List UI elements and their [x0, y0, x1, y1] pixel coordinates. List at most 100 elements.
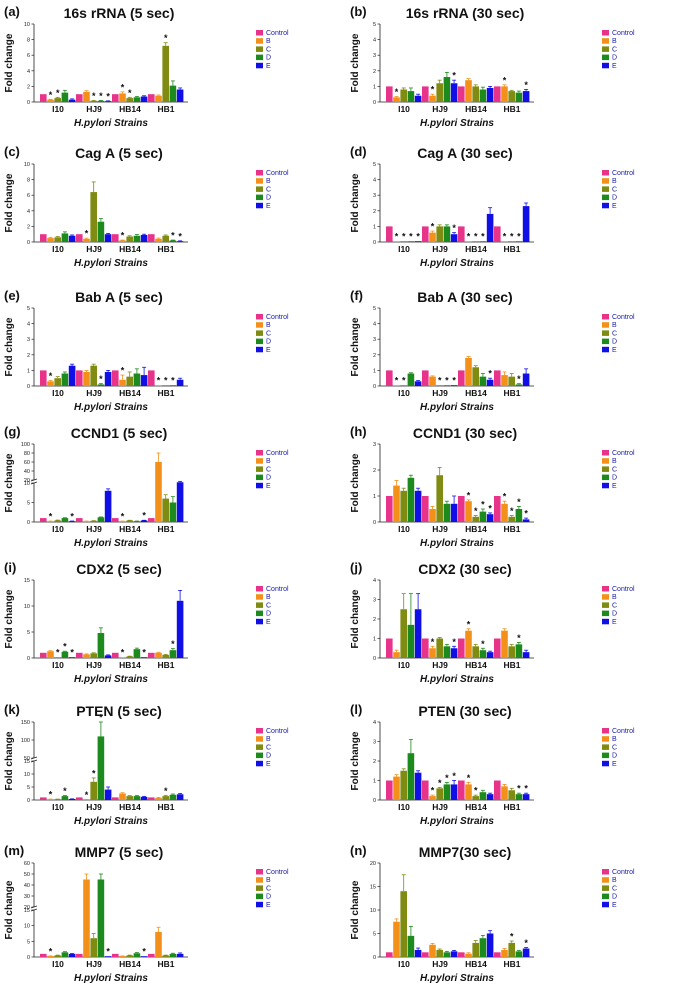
- bar-HB14-E: [140, 96, 148, 102]
- x-category-label: HB14: [119, 802, 141, 812]
- y-tick-label: 1: [373, 637, 376, 643]
- bar-HB1-C: [508, 790, 515, 800]
- x-category-label: HB1: [503, 524, 520, 534]
- bar-HB1-B: [155, 652, 162, 658]
- bar-HJ9-C: [436, 949, 443, 957]
- bar-HB14-B: [119, 657, 126, 658]
- bar-HB14-E: [140, 657, 148, 658]
- y-tick-label: 100: [21, 738, 30, 744]
- x-axis-title: H.pylori Strains: [420, 973, 494, 984]
- bar-HB1-Control: [148, 652, 155, 658]
- bar-I10-E: [68, 953, 76, 957]
- bar-I10-D: [61, 796, 69, 800]
- legend-entry: E: [266, 203, 271, 210]
- x-category-label: HJ9: [86, 244, 102, 254]
- chart-panel-j: (j) CDX2 (30 sec) Fold change H.pylori Stra…: [350, 560, 635, 685]
- y-tick-label: 30: [24, 894, 30, 900]
- significance-star: *: [99, 713, 103, 723]
- bar-HB14-D: [479, 89, 487, 102]
- y-axis-title: Fold change: [4, 173, 15, 232]
- chart-panel-n: (n) MMP7(30 sec) Fold change H.pylori Strai…: [350, 843, 635, 984]
- x-category-label: HB14: [465, 388, 487, 398]
- significance-star: *: [171, 376, 175, 386]
- significance-star: *: [106, 91, 110, 101]
- legend-entry: E: [266, 63, 271, 70]
- bar-HJ9-Control: [422, 496, 429, 522]
- x-category-label: HB1: [157, 388, 174, 398]
- legend-swatch-B: [602, 458, 609, 464]
- legend-swatch-C: [602, 602, 609, 608]
- bar-HB1-E: [176, 600, 184, 658]
- bar-I10-B: [47, 799, 54, 800]
- bar-HJ9-B: [83, 238, 90, 242]
- bar-I10-E: [68, 99, 76, 102]
- legend-entry: E: [612, 619, 617, 626]
- y-tick-label: 0: [27, 955, 30, 961]
- y-tick-label: 3: [373, 740, 376, 746]
- bar-HB14-Control: [112, 953, 119, 957]
- legend-swatch-Control: [256, 869, 263, 875]
- x-axis-title: H.pylori Strains: [74, 816, 148, 827]
- legend-swatch-C: [602, 885, 609, 891]
- legend-entry: C: [612, 330, 617, 337]
- x-category-label: HB1: [157, 104, 174, 114]
- bar-HJ9-C: [90, 781, 97, 800]
- bar-HB1-E: [176, 241, 184, 242]
- legend-swatch-C: [602, 186, 609, 192]
- legend-entry: D: [266, 339, 271, 346]
- legend-entry: D: [266, 894, 271, 901]
- bar-I10-Control: [386, 226, 393, 242]
- legend-entry: Control: [612, 586, 635, 593]
- x-axis-title: H.pylori Strains: [420, 258, 494, 269]
- chart-panel-g: (g) CCND1 (5 sec) Fold change H.pylori Stra…: [4, 424, 289, 549]
- legend-entry: C: [266, 885, 271, 892]
- legend-entry: E: [612, 63, 617, 70]
- x-category-label: HB1: [157, 524, 174, 534]
- legend-entry: B: [612, 178, 617, 185]
- bar-HB1-E: [176, 482, 184, 522]
- y-axis-title: Fold change: [350, 589, 361, 648]
- bar-HJ9-B: [429, 509, 436, 522]
- bar-HJ9-E: [104, 371, 112, 386]
- bar-HB1-E: [522, 794, 530, 800]
- legend-entry: C: [612, 885, 617, 892]
- legend-swatch-D: [256, 893, 263, 900]
- legend-entry: C: [612, 602, 617, 609]
- bar-HB1-D: [515, 384, 523, 386]
- legend-entry: D: [612, 611, 617, 618]
- significance-star: *: [85, 790, 89, 800]
- bar-I10-B: [393, 921, 400, 957]
- bar-HB14-C: [126, 796, 133, 800]
- legend-entry: Control: [266, 728, 289, 735]
- bar-HJ9-E: [104, 789, 112, 800]
- bar-HB14-D: [479, 938, 487, 957]
- y-tick-label: 0: [373, 520, 376, 526]
- legend-entry: C: [266, 466, 271, 473]
- significance-star: *: [474, 506, 478, 516]
- x-category-label: HB14: [465, 802, 487, 812]
- bar-I10-D: [61, 651, 69, 658]
- bar-I10-C: [400, 609, 407, 658]
- bar-HB14-C: [126, 955, 133, 957]
- significance-star: *: [49, 946, 53, 956]
- bar-HJ9-Control: [422, 638, 429, 658]
- bar-HB1-B: [501, 949, 508, 957]
- bar-I10-D: [407, 91, 415, 102]
- bar-HB14-B: [465, 241, 472, 242]
- y-tick-label: 2: [27, 353, 30, 359]
- y-tick-label: 15: [370, 885, 376, 891]
- panel-label: (j): [350, 560, 362, 575]
- bar-HB1-E: [522, 373, 530, 386]
- bar-I10-D: [407, 753, 415, 800]
- legend-entry: B: [612, 38, 617, 45]
- bar-I10-Control: [386, 952, 393, 957]
- x-category-label: I10: [52, 244, 64, 254]
- bar-I10-C: [400, 490, 407, 522]
- significance-star: *: [474, 232, 478, 242]
- bar-HJ9-Control: [76, 234, 83, 242]
- significance-star: *: [56, 648, 60, 658]
- bar-HJ9-C: [90, 100, 97, 102]
- significance-star: *: [452, 637, 456, 647]
- significance-star: *: [431, 637, 435, 647]
